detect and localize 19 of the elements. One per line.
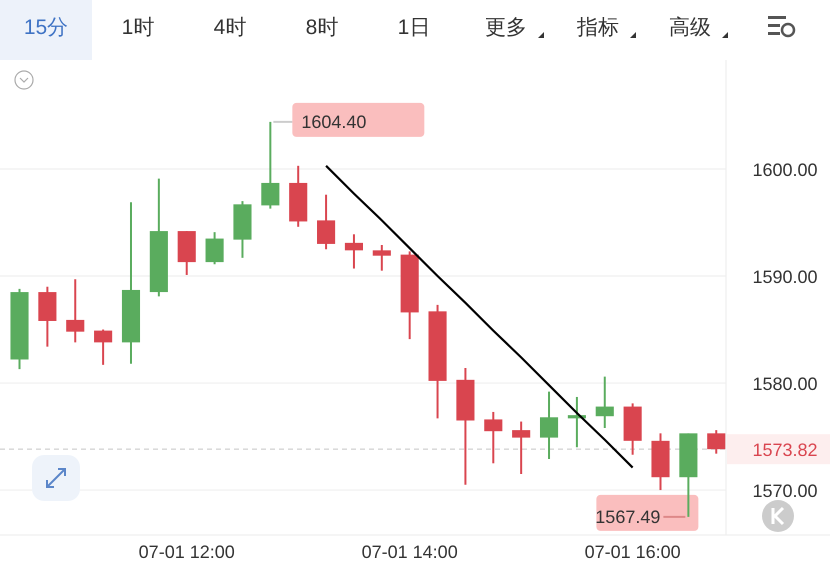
text: 4时: [214, 16, 246, 39]
text: 指标: [576, 16, 619, 39]
annotation: 1604.40: [301, 112, 366, 132]
text: 1时: [122, 16, 154, 39]
y-tick-label: 1570.00: [752, 481, 818, 502]
x-tick-label: 07-01 12:00: [138, 542, 235, 562]
text: 15分: [24, 16, 68, 39]
line-series: [324, 164, 634, 469]
x-tick-label: 07-01 16:00: [584, 542, 681, 562]
x-tick-label: 07-01 14:00: [362, 542, 458, 562]
text: 高级: [669, 16, 711, 39]
annotation: 1567.49: [595, 506, 660, 527]
y-tick-label: 1590.00: [752, 267, 818, 288]
y-tick-label: 1580.00: [752, 374, 818, 394]
text: 更多: [485, 16, 527, 39]
text: 1日: [398, 16, 430, 39]
y-tick-label: 1600.00: [752, 160, 818, 180]
text: 8时: [306, 16, 338, 39]
ref-line-label: 1573.82: [752, 440, 818, 460]
